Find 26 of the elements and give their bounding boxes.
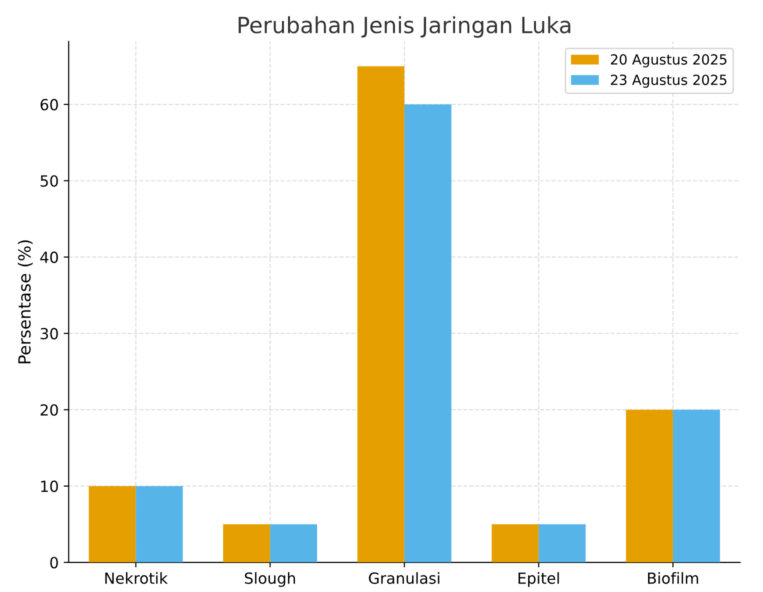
bar bbox=[357, 66, 404, 562]
bar bbox=[492, 524, 539, 562]
y-tick-label: 60 bbox=[40, 98, 58, 110]
legend-label: 23 Agustus 2025 bbox=[610, 74, 726, 88]
bar bbox=[88, 486, 136, 562]
y-tick-label: 50 bbox=[40, 175, 58, 187]
y-tick-label: 20 bbox=[40, 404, 58, 416]
legend-label: 20 Agustus 2025 bbox=[610, 54, 726, 68]
bar bbox=[538, 524, 586, 562]
y-tick-label: 40 bbox=[40, 252, 58, 264]
x-tick-label: Granulasi bbox=[368, 572, 440, 584]
x-tick-label: Epitel bbox=[518, 572, 559, 587]
bar bbox=[270, 524, 318, 562]
x-tick-label: Biofilm bbox=[648, 572, 698, 584]
y-axis-title: Persentase (%) bbox=[18, 240, 33, 364]
x-tick-label: Nekrotik bbox=[105, 572, 168, 584]
bar bbox=[223, 524, 270, 562]
bar bbox=[672, 410, 720, 562]
chart-title: Perubahan Jenis Jaringan Luka bbox=[238, 16, 570, 38]
x-tick-label: Slough bbox=[244, 572, 295, 587]
bar bbox=[136, 486, 183, 562]
bar bbox=[404, 104, 452, 562]
y-tick-label: 10 bbox=[41, 480, 58, 492]
y-tick-label: 30 bbox=[40, 328, 58, 340]
bar bbox=[626, 410, 673, 562]
y-tick-label: 0 bbox=[50, 556, 58, 568]
